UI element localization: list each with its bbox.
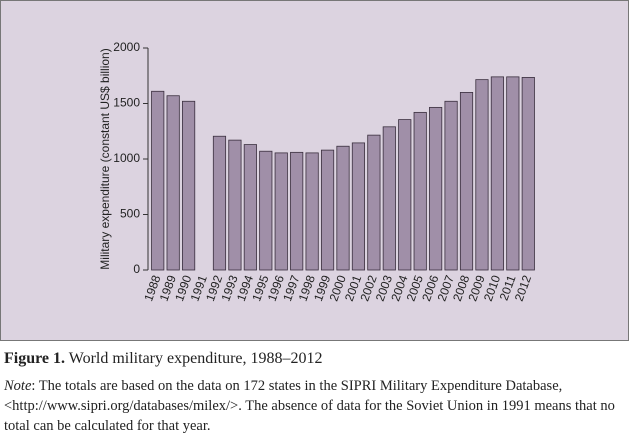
caption-label: Figure 1.	[4, 350, 66, 367]
note-text: : The totals are based on the data on 17…	[4, 378, 615, 434]
note: Note: The totals are based on the data o…	[0, 368, 630, 436]
caption: Figure 1. World military expenditure, 19…	[0, 342, 630, 368]
bar	[336, 145, 350, 271]
bar	[305, 152, 319, 271]
y-tick-label: 2000	[113, 40, 140, 54]
bar	[490, 76, 504, 271]
y-tick-label: 0	[133, 262, 140, 276]
bar	[290, 151, 304, 271]
bar	[459, 92, 474, 271]
bar	[259, 150, 273, 271]
bar	[444, 100, 458, 271]
bar	[398, 119, 412, 271]
bar	[166, 95, 180, 271]
y-axis-label: Military expenditure (constant US$ billi…	[98, 48, 112, 269]
bar	[212, 135, 227, 271]
bar	[320, 149, 335, 271]
bar	[151, 90, 165, 271]
bar	[351, 142, 366, 271]
bar	[274, 152, 288, 271]
bar	[521, 77, 535, 271]
bar	[367, 134, 381, 271]
y-tick-label: 500	[120, 207, 140, 221]
bar	[243, 144, 257, 271]
bar	[475, 79, 489, 271]
chart: Military expenditure (constant US$ billi…	[0, 0, 629, 341]
y-tick-label: 1000	[113, 151, 140, 165]
bar	[413, 111, 427, 271]
bar	[182, 100, 196, 271]
note-label: Note	[4, 378, 32, 394]
bar	[506, 76, 520, 271]
caption-text: World military expenditure, 1988–2012	[68, 350, 323, 367]
y-tick-label: 1500	[113, 96, 140, 110]
bar	[382, 126, 396, 271]
bar	[429, 106, 443, 271]
bar	[228, 139, 242, 271]
